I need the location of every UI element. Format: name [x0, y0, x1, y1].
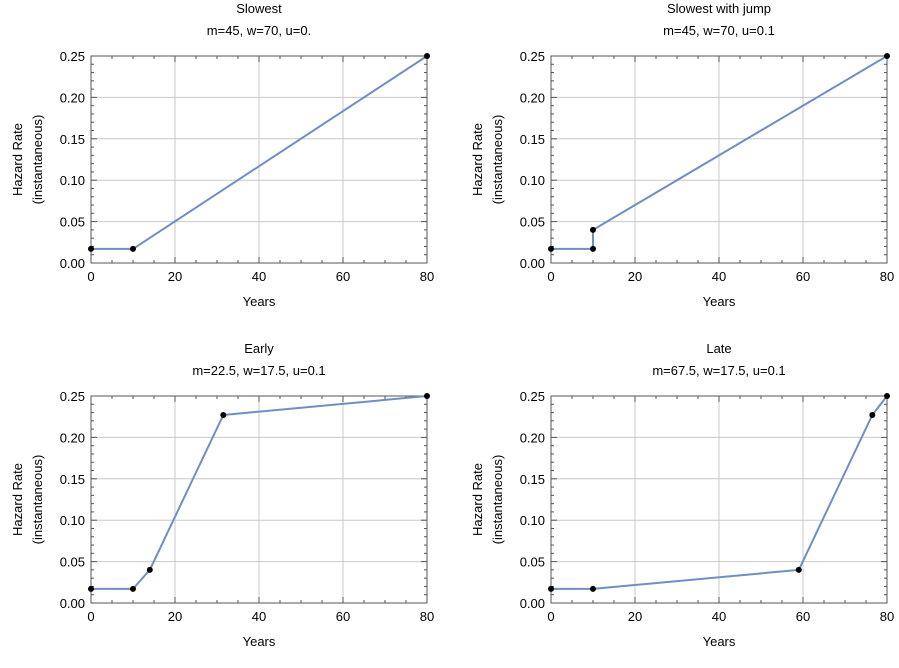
y-tick-label: 0.05 [60, 215, 85, 230]
y-tick-label: 0.15 [60, 132, 85, 147]
y-tick-label: 0.10 [520, 513, 545, 528]
y-axis-label-line1: Hazard Rate [470, 123, 485, 196]
data-point [590, 226, 596, 233]
data-point [146, 566, 153, 573]
x-tick-label: 0 [547, 609, 554, 624]
y-tick-label: 0.20 [60, 90, 85, 105]
y-tick-label: 0.20 [520, 90, 545, 105]
chart-title: Late [706, 341, 731, 356]
chart-title: Slowest with jump [667, 1, 771, 16]
y-tick-label: 0.15 [520, 472, 545, 487]
y-tick-label: 0.10 [60, 173, 85, 188]
data-point [795, 566, 802, 573]
x-tick-label: 40 [712, 609, 726, 624]
x-tick-label: 60 [336, 609, 350, 624]
y-tick-label: 0.05 [520, 555, 545, 570]
y-tick-label: 0.05 [520, 215, 545, 230]
data-point [130, 245, 136, 252]
x-tick-label: 60 [336, 269, 350, 284]
chart-svg: Slowest m=45, w=70, u=0. 0 20 40 60 80 0.00 0.05… [10, 1, 434, 309]
y-tick-label: 0.10 [520, 173, 545, 188]
data-point [424, 393, 430, 399]
x-axis-label: Years [243, 294, 276, 309]
series-line [551, 55, 888, 250]
plot-frame [90, 55, 428, 264]
chart-title: Early [244, 341, 274, 356]
x-tick-label: 80 [880, 269, 894, 284]
y-axis-label-line2: (instantaneous) [30, 115, 45, 205]
x-tick-label: 20 [168, 609, 182, 624]
chart-panel-slowest: Slowest m=45, w=70, u=0. 0 20 40 60 80 0.00 0.05… [0, 0, 450, 328]
y-tick-label: 0.00 [520, 256, 545, 271]
y-axis-label-line2: (instantaneous) [490, 115, 505, 205]
x-tick-label: 20 [628, 269, 642, 284]
x-tick-label: 40 [252, 269, 266, 284]
y-tick-label: 0.10 [60, 513, 85, 528]
data-point [88, 245, 94, 252]
y-tick-label: 0.20 [520, 430, 545, 445]
x-tick-label: 80 [420, 269, 434, 284]
chart-svg: Late m=67.5, w=17.5, u=0.1 0 20 40 60 80 0.00 0.… [470, 341, 894, 649]
data-point [548, 245, 554, 252]
y-tick-label: 0.05 [60, 555, 85, 570]
plot-frame [550, 55, 888, 264]
x-tick-label: 40 [712, 269, 726, 284]
y-tick-label: 0.00 [60, 596, 85, 611]
x-tick-label: 0 [547, 269, 554, 284]
y-tick-label: 0.20 [60, 430, 85, 445]
x-tick-label: 60 [796, 609, 810, 624]
y-tick-label: 0.15 [60, 472, 85, 487]
x-tick-label: 20 [168, 269, 182, 284]
y-tick-label: 0.25 [60, 389, 85, 404]
x-axis-label: Years [243, 634, 276, 649]
y-tick-label: 0.25 [60, 49, 85, 64]
data-point [220, 412, 227, 419]
data-point [884, 53, 890, 59]
data-point [424, 53, 430, 59]
plot-frame [90, 395, 428, 604]
x-tick-label: 60 [796, 269, 810, 284]
y-tick-label: 0.15 [520, 132, 545, 147]
chart-panel-early: Early m=22.5, w=17.5, u=0.1 0 20 40 60 80 0.00 0… [0, 340, 450, 668]
chart-subtitle: m=45, w=70, u=0.1 [663, 23, 775, 38]
x-tick-label: 80 [880, 609, 894, 624]
data-point [548, 585, 554, 592]
chart-panel-slowest-with-jump: Slowest with jump m=45, w=70, u=0.1 0 20 40 6… [460, 0, 899, 328]
y-tick-label: 0.25 [520, 49, 545, 64]
data-point [869, 412, 876, 419]
chart-svg: Early m=22.5, w=17.5, u=0.1 0 20 40 60 80 0.00 0… [10, 341, 434, 649]
chart-panel-late: Late m=67.5, w=17.5, u=0.1 0 20 40 60 80 0.00 0.… [460, 340, 899, 668]
x-axis-label: Years [703, 634, 736, 649]
chart-subtitle: m=22.5, w=17.5, u=0.1 [192, 363, 325, 378]
data-point [130, 585, 136, 592]
y-axis-label-line2: (instantaneous) [490, 455, 505, 545]
y-axis-label-line1: Hazard Rate [10, 123, 25, 196]
data-point [88, 585, 94, 592]
y-tick-label: 0.25 [520, 389, 545, 404]
chart-subtitle: m=67.5, w=17.5, u=0.1 [652, 363, 785, 378]
y-axis-label-line2: (instantaneous) [30, 455, 45, 545]
chart-subtitle: m=45, w=70, u=0. [207, 23, 311, 38]
y-axis-label-line1: Hazard Rate [10, 463, 25, 536]
chart-title: Slowest [236, 1, 282, 16]
y-tick-label: 0.00 [520, 596, 545, 611]
plot-frame [550, 395, 888, 604]
x-tick-label: 0 [87, 609, 94, 624]
x-tick-label: 20 [628, 609, 642, 624]
x-tick-label: 0 [87, 269, 94, 284]
x-tick-label: 80 [420, 609, 434, 624]
y-tick-label: 0.00 [60, 256, 85, 271]
data-point [884, 393, 890, 399]
x-tick-label: 40 [252, 609, 266, 624]
data-point [590, 245, 596, 252]
chart-svg: Slowest with jump m=45, w=70, u=0.1 0 20 40 6… [470, 1, 894, 309]
y-axis-label-line1: Hazard Rate [470, 463, 485, 536]
data-point [590, 585, 596, 592]
x-axis-label: Years [703, 294, 736, 309]
